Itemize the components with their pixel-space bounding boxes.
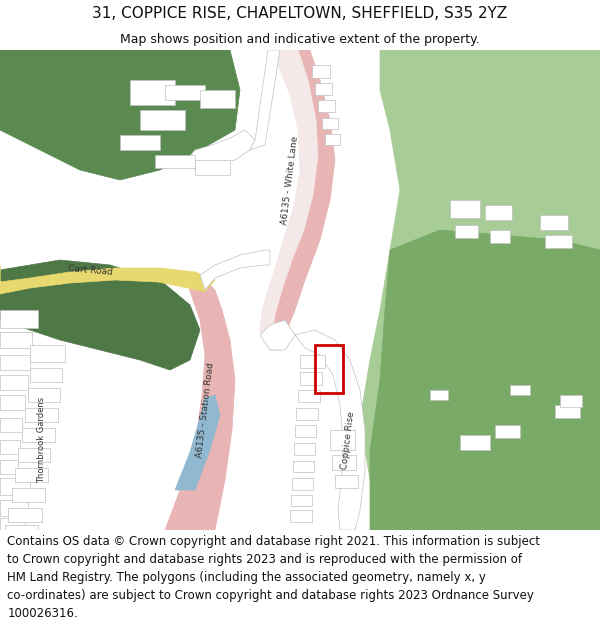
Polygon shape <box>165 275 235 530</box>
Polygon shape <box>8 508 42 522</box>
Polygon shape <box>360 50 600 530</box>
Text: Map shows position and indicative extent of the property.: Map shows position and indicative extent… <box>120 32 480 46</box>
Polygon shape <box>370 230 600 530</box>
Polygon shape <box>322 118 338 129</box>
Polygon shape <box>200 90 235 108</box>
Polygon shape <box>0 395 25 410</box>
Text: Coppice Rise: Coppice Rise <box>340 411 356 469</box>
Polygon shape <box>12 488 45 502</box>
Polygon shape <box>130 80 175 105</box>
Polygon shape <box>295 330 365 530</box>
Polygon shape <box>30 368 62 382</box>
Polygon shape <box>0 332 32 348</box>
Polygon shape <box>120 135 160 150</box>
Text: Cart Road: Cart Road <box>67 264 113 276</box>
Polygon shape <box>555 405 580 418</box>
Polygon shape <box>30 345 65 362</box>
Polygon shape <box>300 355 325 368</box>
Polygon shape <box>291 495 312 506</box>
Text: Contains OS data © Crown copyright and database right 2021. This information is : Contains OS data © Crown copyright and d… <box>7 535 540 548</box>
Polygon shape <box>332 455 356 470</box>
Polygon shape <box>200 250 270 290</box>
Polygon shape <box>260 50 318 350</box>
Text: co-ordinates) are subject to Crown copyright and database rights 2023 Ordnance S: co-ordinates) are subject to Crown copyr… <box>7 589 534 602</box>
Polygon shape <box>490 230 510 243</box>
Polygon shape <box>0 355 30 370</box>
Polygon shape <box>300 372 322 385</box>
Polygon shape <box>0 375 28 390</box>
Polygon shape <box>545 235 572 248</box>
Polygon shape <box>0 310 38 328</box>
Polygon shape <box>250 50 280 150</box>
Polygon shape <box>260 50 335 350</box>
Polygon shape <box>175 395 220 490</box>
Polygon shape <box>0 518 25 530</box>
Polygon shape <box>540 215 568 230</box>
Polygon shape <box>140 110 185 130</box>
Text: Thornbrook Gardens: Thornbrook Gardens <box>37 397 47 483</box>
Polygon shape <box>485 205 512 220</box>
Polygon shape <box>0 50 240 180</box>
Text: to Crown copyright and database rights 2023 and is reproduced with the permissio: to Crown copyright and database rights 2… <box>7 552 522 566</box>
Text: 31, COPPICE RISE, CHAPELTOWN, SHEFFIELD, S35 2YZ: 31, COPPICE RISE, CHAPELTOWN, SHEFFIELD,… <box>92 6 508 21</box>
Polygon shape <box>25 408 58 422</box>
Polygon shape <box>15 468 48 482</box>
Polygon shape <box>325 134 340 145</box>
Polygon shape <box>296 408 318 420</box>
Polygon shape <box>335 475 358 488</box>
Polygon shape <box>18 448 50 462</box>
Text: 100026316.: 100026316. <box>7 607 78 620</box>
Polygon shape <box>5 525 38 530</box>
Polygon shape <box>290 510 312 522</box>
Polygon shape <box>0 478 30 495</box>
Text: A6135 - Station Road: A6135 - Station Road <box>194 362 215 458</box>
Polygon shape <box>22 428 55 442</box>
Polygon shape <box>495 425 520 438</box>
Polygon shape <box>292 478 313 490</box>
Polygon shape <box>165 85 205 100</box>
Polygon shape <box>0 260 200 370</box>
Polygon shape <box>0 440 20 454</box>
Polygon shape <box>293 461 314 472</box>
Polygon shape <box>315 83 332 95</box>
Polygon shape <box>510 385 530 395</box>
Polygon shape <box>260 320 295 350</box>
Polygon shape <box>0 418 22 432</box>
Polygon shape <box>560 395 582 407</box>
Polygon shape <box>185 130 255 170</box>
Text: A6135 - White Lane: A6135 - White Lane <box>280 135 300 225</box>
Polygon shape <box>294 443 315 455</box>
Polygon shape <box>195 160 230 175</box>
Polygon shape <box>0 460 18 474</box>
Polygon shape <box>318 100 335 112</box>
Polygon shape <box>295 425 316 437</box>
Polygon shape <box>450 200 480 218</box>
Polygon shape <box>0 265 215 294</box>
Polygon shape <box>430 390 448 400</box>
Polygon shape <box>455 225 478 238</box>
Polygon shape <box>0 500 28 516</box>
Polygon shape <box>312 65 330 78</box>
Text: HM Land Registry. The polygons (including the associated geometry, namely x, y: HM Land Registry. The polygons (includin… <box>7 571 486 584</box>
Bar <box>315 345 343 393</box>
Polygon shape <box>298 390 320 402</box>
Polygon shape <box>460 435 490 450</box>
Polygon shape <box>28 388 60 402</box>
Polygon shape <box>155 155 195 168</box>
Polygon shape <box>330 430 355 450</box>
